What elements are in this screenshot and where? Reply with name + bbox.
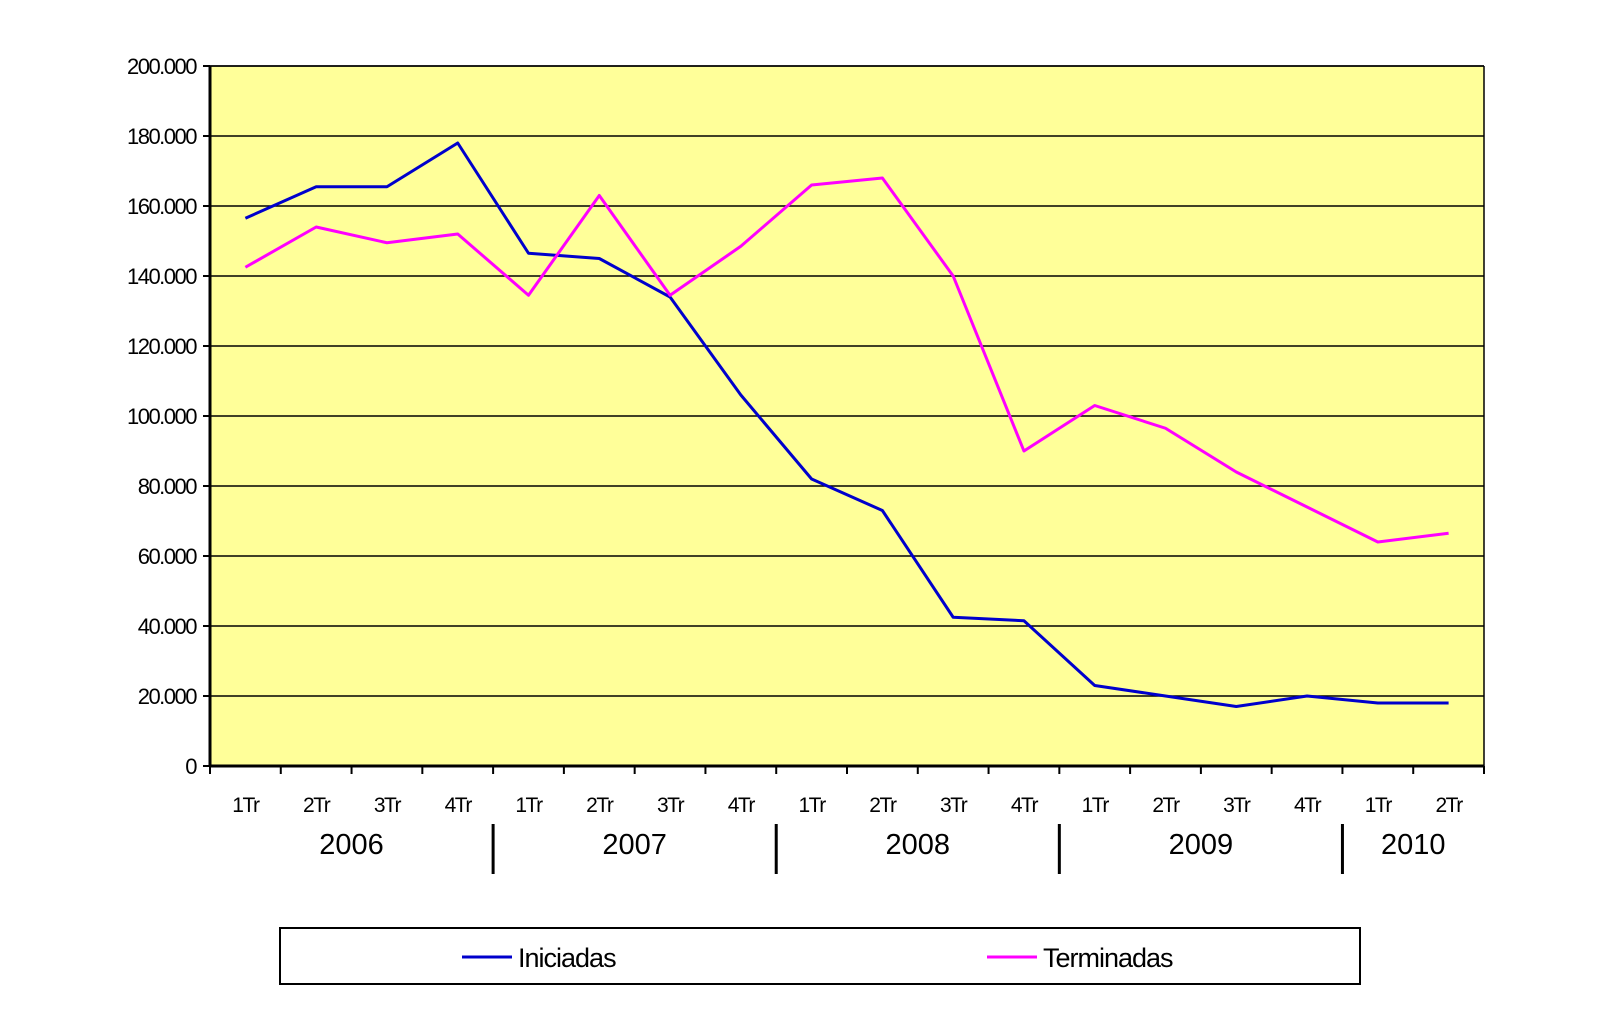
x-tick-label: 3Tr: [940, 794, 968, 817]
year-label: 2009: [1169, 829, 1234, 861]
y-tick-label: 60.000: [138, 544, 198, 569]
x-tick-label: 1Tr: [1365, 794, 1393, 817]
x-tick-label: 2Tr: [869, 794, 897, 817]
x-tick-label: 3Tr: [1223, 794, 1251, 817]
x-tick-label: 4Tr: [728, 794, 756, 817]
legend-label-terminadas: Terminadas: [1043, 943, 1173, 973]
legend-box: [279, 927, 1361, 985]
year-label: 2008: [886, 829, 951, 861]
axes: [208, 65, 1485, 768]
y-axis-ticks: 0 20.000 40.000 60.000 80.000 100.000 120.000 1…: [127, 54, 210, 779]
y-tick-label: 100.000: [127, 404, 197, 429]
y-tick-label: 180.000: [127, 124, 197, 149]
year-label: 2006: [319, 829, 384, 861]
x-tick-label: 1Tr: [1082, 794, 1110, 817]
year-label: 2007: [602, 829, 667, 861]
y-tick-label: 80.000: [138, 474, 198, 499]
y-tick-label: 20.000: [138, 684, 198, 709]
y-tick-label: 140.000: [127, 264, 197, 289]
legend-label-iniciadas: Iniciadas: [518, 943, 616, 973]
data-series: [244, 141, 1449, 708]
series-line-terminadas: [244, 176, 1449, 544]
x-tick-label: 1Tr: [515, 794, 543, 817]
y-tick-label: 120.000: [127, 334, 197, 359]
x-tick-label: 2Tr: [586, 794, 614, 817]
year-groups: 2006 2007 2008 2009 2010: [319, 824, 1445, 874]
x-tick-label: 3Tr: [657, 794, 685, 817]
x-tick-label: 1Tr: [232, 794, 260, 817]
x-tick-label: 2Tr: [1435, 794, 1463, 817]
y-tick-label: 0: [185, 754, 197, 779]
series-line-iniciadas: [244, 141, 1449, 708]
year-label: 2010: [1381, 829, 1446, 861]
x-tick-label: 4Tr: [1294, 794, 1322, 817]
x-tick-label: 1Tr: [798, 794, 826, 817]
y-tick-label: 200.000: [127, 54, 197, 79]
x-tick-label: 4Tr: [1011, 794, 1039, 817]
legend: Iniciadas Terminadas: [279, 927, 1361, 985]
x-tick-label: 2Tr: [303, 794, 331, 817]
y-tick-label: 40.000: [138, 614, 198, 639]
x-tick-label: 4Tr: [445, 794, 473, 817]
x-tick-label: 3Tr: [374, 794, 402, 817]
x-axis-ticks: 1Tr 2Tr 3Tr 4Tr 1Tr 2Tr 3Tr 4Tr 1Tr 2Tr 3Tr 4Tr 1Tr 2…: [209, 766, 1485, 817]
x-tick-label: 2Tr: [1152, 794, 1180, 817]
y-tick-label: 160.000: [127, 194, 197, 219]
